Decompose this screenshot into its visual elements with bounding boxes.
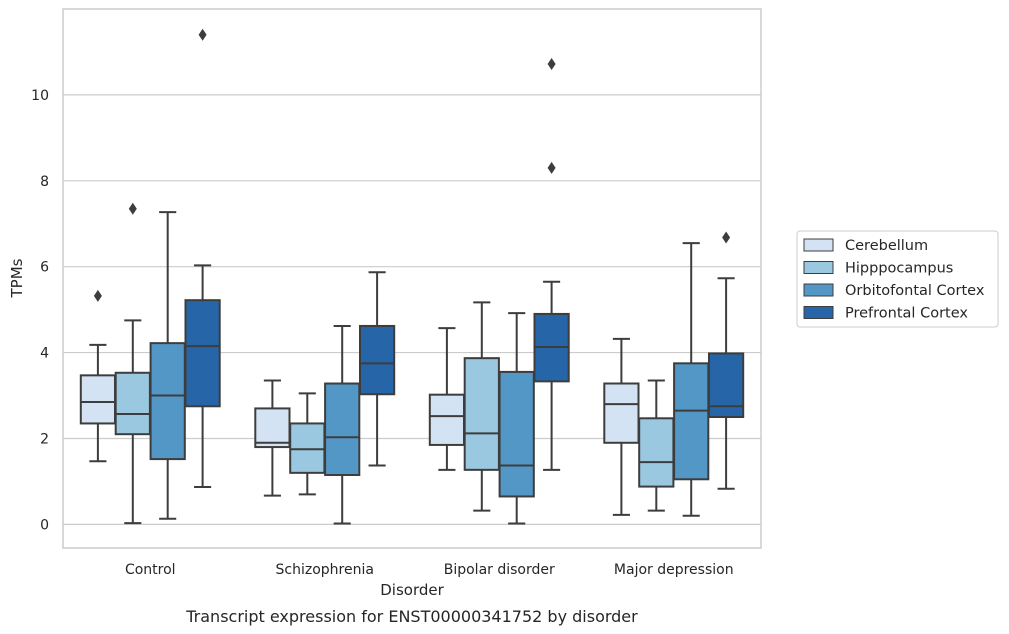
legend-frame xyxy=(796,230,999,328)
legend-label: Prefrontal Cortex xyxy=(845,306,968,322)
legend-label: Orbitofontal Cortex xyxy=(845,283,985,299)
legend-label: Cerebellum xyxy=(845,238,928,254)
box-1-3 xyxy=(638,379,675,512)
chart-caption: Transcript expression for ENST0000034175… xyxy=(185,607,638,626)
box-body xyxy=(149,342,186,461)
y-axis-title: TPMs xyxy=(8,258,26,298)
x-tick-label: Bipolar disorder xyxy=(444,562,555,578)
box-2-1 xyxy=(324,324,361,525)
box-body xyxy=(463,357,500,471)
outlier-marker xyxy=(722,231,731,244)
box-2-3 xyxy=(673,242,710,517)
outlier-marker xyxy=(93,289,102,302)
box-series xyxy=(79,28,745,525)
box-0-3 xyxy=(603,337,640,516)
box-body xyxy=(707,352,745,419)
y-tick-label: 4 xyxy=(40,346,49,362)
legend-swatch xyxy=(803,306,834,319)
box-3-3 xyxy=(707,231,745,490)
box-3-1 xyxy=(358,271,396,467)
box-1-2 xyxy=(463,301,500,512)
plot-frame xyxy=(62,8,762,549)
outlier-marker xyxy=(198,28,207,41)
y-tick-label: 6 xyxy=(40,260,49,276)
box-0-2 xyxy=(428,327,466,471)
y-tick-labels: 0 2 4 6 8 10 xyxy=(31,88,49,533)
box-body xyxy=(638,417,675,488)
box-body xyxy=(324,382,361,476)
legend-swatch xyxy=(803,261,834,274)
box-2-0 xyxy=(149,211,186,520)
x-tick-label: Control xyxy=(125,562,176,578)
box-1-0 xyxy=(114,202,151,525)
box-0-1 xyxy=(254,379,291,497)
legend: Cerebellum Hipppocampus Orbitofontal Corte… xyxy=(796,230,999,328)
box-body xyxy=(428,393,466,446)
box-body xyxy=(358,324,396,396)
box-body xyxy=(603,382,640,444)
box-3-2 xyxy=(533,57,570,471)
legend-swatch xyxy=(803,238,834,252)
legend-swatch xyxy=(803,283,834,297)
box-body xyxy=(254,407,291,449)
outlier-marker xyxy=(547,57,556,70)
box-body xyxy=(498,370,535,498)
box-body xyxy=(289,422,326,474)
y-tick-label: 10 xyxy=(31,88,49,104)
box-3-0 xyxy=(184,28,221,489)
box-body xyxy=(673,362,710,481)
outlier-marker xyxy=(547,161,556,174)
y-tick-label: 0 xyxy=(40,517,49,533)
legend-label: Hipppocampus xyxy=(845,261,953,277)
x-tick-label: Schizophrenia xyxy=(276,562,374,578)
x-axis-title: Disorder xyxy=(380,581,444,599)
box-body xyxy=(114,371,151,436)
box-2-2 xyxy=(498,312,535,525)
box-body xyxy=(79,374,117,425)
y-tick-label: 2 xyxy=(40,431,49,447)
box-body xyxy=(184,299,221,408)
y-tick-label: 8 xyxy=(40,174,49,190)
x-tick-label: Major depression xyxy=(614,562,734,578)
x-tick-labels: Control Schizophrenia Bipolar disorder Majo… xyxy=(125,562,734,578)
outlier-marker xyxy=(128,202,137,215)
box-1-1 xyxy=(289,392,326,496)
